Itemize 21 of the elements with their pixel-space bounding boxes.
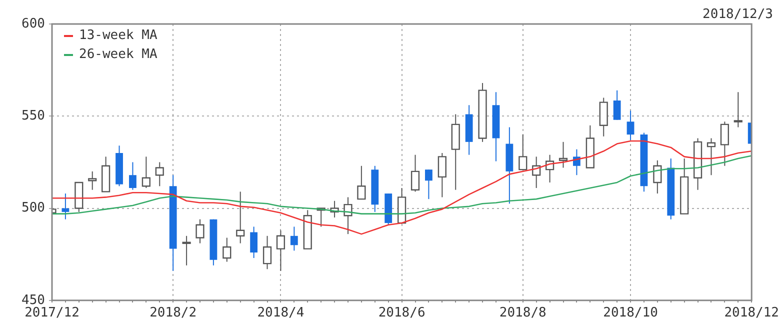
y-tick-label: 450 [22,292,45,308]
x-tick-label: 2017/12 [24,306,80,321]
candlestick [290,226,298,252]
y-tick-label: 600 [22,16,45,32]
candlestick [62,193,70,220]
candlestick [250,226,258,259]
x-tick-label: 2018/12 [724,306,779,321]
candlestick [129,162,136,190]
text: 2018/12/3 [702,7,773,22]
candlestick [425,169,432,200]
candlestick [626,110,634,141]
legend-label: 26-week MA [79,46,158,64]
x-tick-label: 2018/10 [603,306,658,321]
x-tick-label: 2018/6 [378,306,426,321]
legend-label: 13-week MA [79,27,158,45]
y-tick-label: 550 [22,108,45,124]
x-tick-label: 2018/8 [499,306,546,321]
y-tick-label: 500 [22,200,45,216]
candlestick [613,90,621,120]
x-tick-label: 2018/4 [257,306,304,321]
x-tick-label: 2018/2 [150,306,197,321]
